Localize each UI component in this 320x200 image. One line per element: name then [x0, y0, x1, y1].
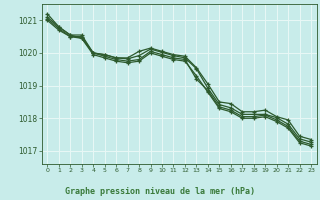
Text: Graphe pression niveau de la mer (hPa): Graphe pression niveau de la mer (hPa)	[65, 187, 255, 196]
